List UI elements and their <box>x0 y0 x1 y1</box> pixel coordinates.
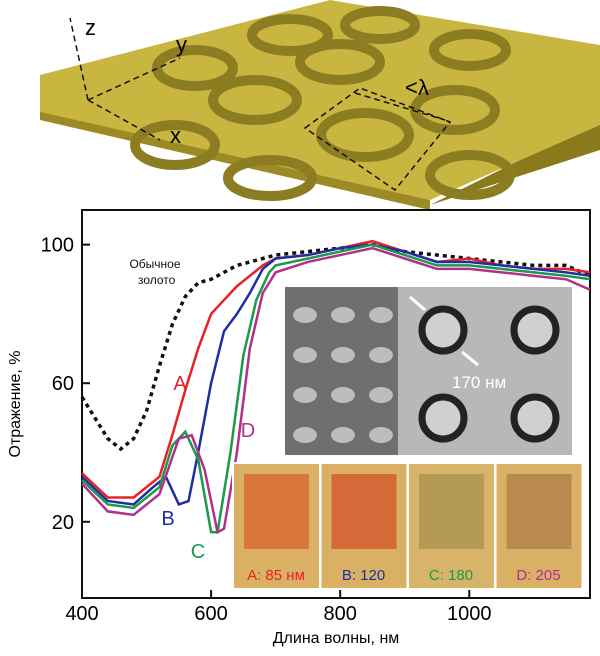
series-line <box>81 239 591 499</box>
rings <box>130 6 515 201</box>
illustration: z y x <λ <box>40 0 600 210</box>
y-tick-label: 100 <box>41 235 74 257</box>
sem-bumps <box>293 307 393 443</box>
swatch <box>419 474 484 549</box>
y-tick-label: 60 <box>52 373 74 395</box>
x-tick-label: 800 <box>324 603 357 625</box>
axes-sketch <box>69 17 452 192</box>
series-label: B <box>161 508 174 530</box>
sample-swatches: A: 85 нм B: 120 C: 180 D: 205 <box>232 462 583 590</box>
series-line <box>81 246 591 535</box>
series-label: C <box>191 541 205 563</box>
sem-arrows <box>409 295 479 367</box>
series-label: Обычное золото <box>129 257 180 287</box>
axis-label-z: z <box>85 15 96 40</box>
series-line <box>81 243 591 534</box>
y-axis-label: Отражение, % <box>7 351 24 458</box>
inset-label: 170 нм <box>452 373 506 392</box>
x-tick-label: 400 <box>65 603 98 625</box>
series-label: D <box>241 420 255 442</box>
swatch <box>506 474 572 549</box>
sample-label: B: 120 <box>342 567 385 584</box>
y-tick-label: 20 <box>52 512 74 534</box>
sem-inset: 170 нм <box>285 287 572 455</box>
swatch <box>244 474 309 549</box>
swatch <box>331 474 397 549</box>
x-axis-label: Длина волны, нм <box>273 630 400 647</box>
sample-label: D: 205 <box>516 567 560 584</box>
period-label: <λ <box>405 75 429 100</box>
axis-label-y: y <box>176 32 187 57</box>
x-tick-label: 600 <box>194 603 227 625</box>
sample-label: A: 85 нм <box>247 567 305 584</box>
series-label: A <box>173 373 187 395</box>
plot-area: 400 600 800 1000 20 60 100 <box>41 235 591 625</box>
axis-label-x: x <box>170 123 181 148</box>
sem-rings <box>418 305 560 443</box>
x-tick-label: 1000 <box>447 603 492 625</box>
sample-label: C: 180 <box>429 567 473 584</box>
